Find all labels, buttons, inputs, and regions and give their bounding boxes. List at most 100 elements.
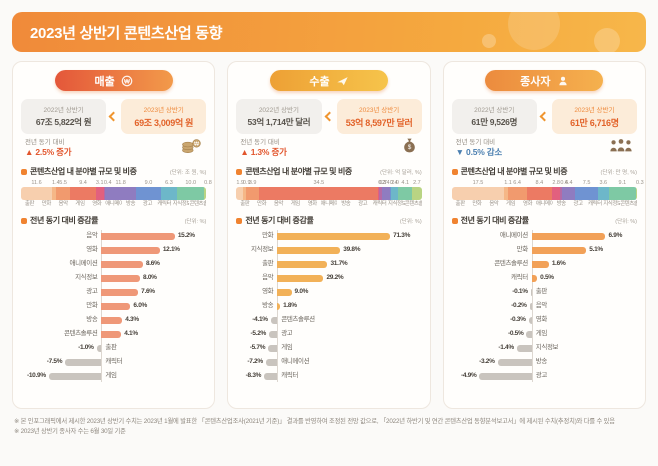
section-bullet	[236, 168, 243, 175]
growth-bar-chart: 애니메이션 6.9% 만화 5.1% 콘텐츠솔루션 1.6% 캐릭터 0.5% 출판 -0.1% 음…	[452, 229, 637, 383]
delta-label: 전년 동기 대비	[240, 138, 280, 146]
sales-badge-row: 매출 ₩	[21, 70, 206, 91]
share-stacked-bar: 1.9 0.9 3.9 34.5 0.3 0.7 2.4 0.4 2.0 4.1 2.7 출판 만화 음…	[236, 179, 422, 209]
section-bullet	[236, 217, 243, 224]
segment-values: 17.5 1.1 6.4 8.4 2.8 0.6 4.4 7.5 3.6 9.1 0.3	[472, 180, 644, 186]
sales-summary: 2022년 상반기 67조 5,822억 원 2023년 상반기 69조 3,0…	[21, 99, 207, 134]
delta-value: 1.3% 증가	[250, 146, 287, 157]
segment-bar	[451, 187, 637, 200]
page-title: 2023년 상반기 콘텐츠산업 동향	[30, 24, 223, 42]
svg-text:₩: ₩	[194, 142, 199, 148]
growth-section-header: 전년 동기 대비 증감률 (단위: %)	[451, 215, 637, 226]
share-section-header: 콘텐츠산업 내 분야별 규모 및 비중 (단위: 억 달러, %)	[236, 166, 422, 177]
export-badge: 수출	[269, 70, 388, 91]
prev-period-box: 2022년 상반기 53억 1,714만 달러	[236, 99, 322, 134]
curr-period-box: 2023년 상반기 61만 6,716명	[551, 99, 637, 134]
trend-down-icon: ▼	[455, 146, 464, 157]
decor-circle	[482, 34, 496, 48]
prev-period-value: 67조 5,822억 원	[35, 117, 92, 127]
svg-text:$: $	[407, 144, 411, 151]
prev-period-label: 2022년 상반기	[258, 107, 299, 114]
curr-period-box: 2023년 상반기 53억 8,597만 달러	[336, 99, 422, 134]
segment-values: 11.6 1.4 5.5 9.4 3.1 0.4 11.8 9.0 6.3 10.0 0.8	[31, 180, 212, 186]
workers-badge: 종사자	[485, 70, 604, 91]
prev-period-label: 2022년 상반기	[43, 107, 84, 114]
delta-label: 전년 동기 대비	[455, 138, 496, 146]
curr-period-value: 61만 6,716명	[570, 118, 619, 128]
prev-period-value: 53억 1,714만 달러	[247, 117, 311, 127]
growth-chart-unit: (단위: %)	[399, 218, 422, 225]
money-bag-icon: $	[401, 137, 418, 159]
share-section-header: 콘텐츠산업 내 분야별 규모 및 비중 (단위: 만 명, %)	[451, 166, 637, 177]
chevron-left-icon	[108, 111, 119, 122]
section-bullet	[21, 168, 27, 175]
share-chart-title: 콘텐츠산업 내 분야별 규모 및 비중	[245, 167, 352, 176]
delta-text: 전년 동기 대비 ▼ 0.5% 감소	[455, 138, 503, 159]
share-section-header: 콘텐츠산업 내 분야별 규모 및 비중 (단위: 조 원, %)	[21, 166, 206, 177]
sales-badge: 매출 ₩	[54, 70, 173, 91]
prev-period-box: 2022년 상반기 67조 5,822억 원	[21, 99, 107, 134]
growth-chart-unit: (단위: %)	[184, 218, 207, 225]
share-chart-title: 콘텐츠산업 내 분야별 규모 및 비중	[30, 167, 137, 176]
delta-row: 전년 동기 대비 ▲ 2.5% 증가 ₩	[21, 134, 206, 160]
badge-label: 수출	[309, 75, 330, 88]
svg-text:₩: ₩	[124, 79, 130, 85]
segment-categories: 출판만화음악게임영화애니메이션방송광고캐릭터지식정보콘텐츠솔루션	[240, 201, 422, 207]
coin-stack-icon: ₩	[180, 137, 202, 159]
prev-period-label: 2022년 상반기	[474, 107, 515, 114]
export-summary: 2022년 상반기 53억 1,714만 달러 2023년 상반기 53억 8,…	[236, 99, 422, 134]
curr-period-value: 53억 8,597만 달러	[345, 118, 413, 128]
share-chart-unit: (단위: 만 명, %)	[600, 169, 637, 176]
workers-summary: 2022년 상반기 61만 9,526명 2023년 상반기 61만 6,716…	[451, 99, 637, 134]
badge-label: 종사자	[520, 75, 551, 88]
workers-card: 종사자 2022년 상반기 61만 9,526명 2023년 상반기 61만 6…	[442, 61, 646, 409]
plane-icon	[336, 75, 349, 87]
prev-period-box: 2022년 상반기 61만 9,526명	[451, 99, 537, 134]
delta-value: 2.5% 증가	[35, 146, 72, 157]
badge-label: 매출	[94, 75, 115, 88]
growth-bar-chart: 음악 15.2% 영화 12.1% 애니메이션 8.6% 지식정보 8.0% 광고 7.6% 만화 6…	[21, 229, 206, 383]
curr-period-label: 2023년 상반기	[143, 107, 184, 114]
delta-label: 전년 동기 대비	[25, 138, 65, 146]
segment-bar	[236, 187, 422, 200]
chevron-left-icon	[324, 111, 334, 122]
prev-period-value: 61만 9,526명	[471, 117, 518, 127]
delta-text: 전년 동기 대비 ▲ 1.3% 증가	[240, 138, 287, 159]
section-bullet	[21, 217, 27, 224]
person-icon	[557, 75, 569, 87]
growth-chart-title: 전년 동기 대비 증감률	[30, 216, 99, 225]
coin-icon: ₩	[121, 75, 133, 87]
footnote: ※ 본 인포그래픽에서 제시한 2023년 상반기 수치는 2023년 1월에 …	[14, 418, 615, 425]
share-stacked-bar: 11.6 1.4 5.5 9.4 3.1 0.4 11.8 9.0 6.3 10.0 0.8 출판 만…	[21, 179, 212, 209]
delta-value: 0.5% 감소	[466, 146, 503, 157]
delta-row: 전년 동기 대비 ▼ 0.5% 감소	[452, 134, 637, 160]
people-group-icon	[609, 137, 633, 159]
section-bullet	[451, 217, 458, 224]
segment-bar	[21, 187, 207, 200]
growth-bar-chart: 만화 71.3% 지식정보 39.8% 출판 31.7% 음악 29.2% 영화 9.0% 방송 1.…	[236, 229, 421, 383]
share-chart-unit: (단위: 조 원, %)	[169, 169, 207, 176]
section-bullet	[451, 168, 458, 175]
decor-circle	[508, 12, 560, 50]
footnotes: ※ 본 인포그래픽에서 제시한 2023년 상반기 수치는 2023년 1월에 …	[12, 417, 646, 437]
workers-badge-row: 종사자	[452, 70, 637, 91]
curr-period-value: 69조 3,009억 원	[134, 118, 194, 128]
growth-section-header: 전년 동기 대비 증감률 (단위: %)	[236, 215, 422, 226]
share-chart-unit: (단위: 억 달러, %)	[380, 169, 422, 176]
curr-period-box: 2023년 상반기 69조 3,009억 원	[121, 99, 207, 134]
chevron-left-icon	[539, 111, 550, 122]
trend-up-icon: ▲	[25, 146, 34, 157]
segment-categories: 출판만화음악게임영화애니메이션방송광고캐릭터지식정보콘텐츠솔루션	[455, 201, 637, 207]
footnote: ※ 2023년 상반기 종사자 수는 6월 30일 기준	[14, 427, 126, 435]
growth-chart-unit: (단위: %)	[615, 218, 637, 225]
segment-categories: 출판만화음악게임영화애니메이션방송광고캐릭터지식정보콘텐츠솔루션	[24, 201, 207, 207]
export-badge-row: 수출	[236, 70, 421, 91]
curr-period-label: 2023년 상반기	[574, 107, 615, 114]
decor-circle	[594, 28, 620, 52]
growth-chart-title: 전년 동기 대비 증감률	[245, 216, 314, 225]
share-chart-title: 콘텐츠산업 내 분야별 규모 및 비중	[460, 167, 568, 176]
delta-text: 전년 동기 대비 ▲ 2.5% 증가	[25, 138, 72, 159]
growth-section-header: 전년 동기 대비 증감률 (단위: %)	[21, 215, 206, 226]
delta-row: 전년 동기 대비 ▲ 1.3% 증가 $	[236, 134, 421, 160]
